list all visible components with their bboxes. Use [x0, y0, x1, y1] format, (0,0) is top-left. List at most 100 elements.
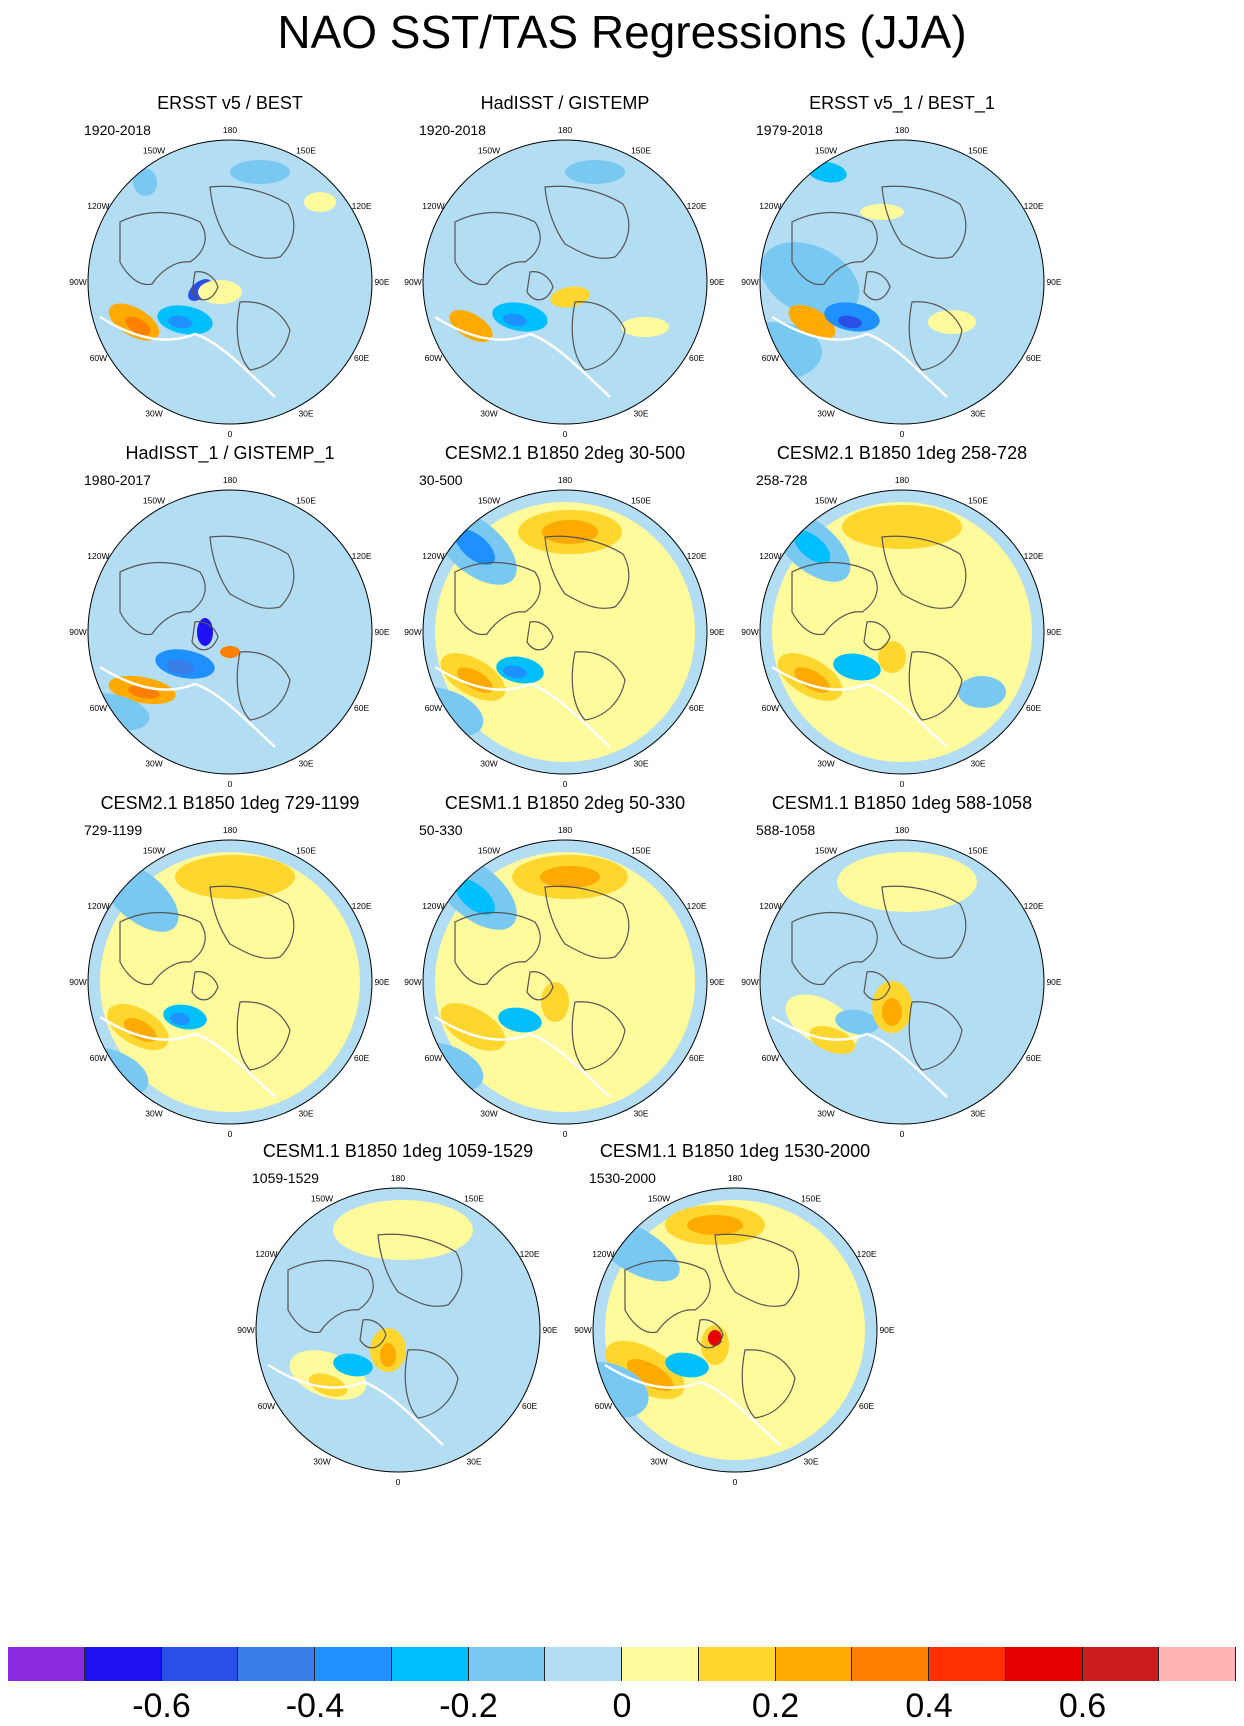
- polar-map: 180 150E 120E 90E 60E 30E 0 30W 60W 90W 120W 150W: [404, 825, 725, 1139]
- anomaly-contour: [498, 1007, 542, 1033]
- anomaly-contour: [760, 242, 860, 318]
- lon-label: 90W: [574, 1325, 591, 1335]
- lon-label: 60W: [762, 703, 779, 713]
- map-field: [88, 140, 372, 424]
- lon-label: 120E: [352, 201, 372, 211]
- coastline: [236, 651, 291, 721]
- colorbar-box: [315, 1647, 392, 1681]
- lon-label: 30W: [650, 1457, 667, 1467]
- coastline: [209, 535, 295, 609]
- anomaly-contour: [125, 316, 151, 336]
- lon-label: 0: [900, 779, 905, 789]
- map-panel-6: CESM2.1 B1850 1deg 258-728 258-728 180 15…: [732, 442, 1072, 797]
- coastline: [404, 1349, 459, 1419]
- anomaly-contour: [230, 160, 290, 184]
- coastline: [544, 885, 630, 959]
- lon-label: 150E: [631, 495, 651, 505]
- coastline: [881, 885, 967, 959]
- coastline: [454, 912, 541, 986]
- lon-label: 30W: [480, 1109, 497, 1119]
- lon-label: 60E: [689, 703, 704, 713]
- lon-label: 120E: [1024, 551, 1044, 561]
- lon-label: 30W: [145, 1109, 162, 1119]
- lon-label: 90E: [1046, 977, 1061, 987]
- anomaly-contour: [541, 982, 569, 1022]
- panel-period: 258-728: [756, 472, 808, 488]
- anomaly-contour: [626, 1358, 674, 1392]
- map-panel-4: HadISST_1 / GISTEMP_1 1980-2017 180 150E 1…: [60, 442, 400, 797]
- lon-label: 150W: [311, 1193, 333, 1203]
- colorbar-box: [84, 1647, 162, 1681]
- lon-label: 180: [895, 475, 909, 485]
- coastline-white: [99, 1015, 276, 1098]
- lon-label: 30E: [298, 1109, 313, 1119]
- coastline: [863, 621, 891, 651]
- main-title: NAO SST/TAS Regressions (JJA): [277, 6, 967, 58]
- lon-label: 150E: [464, 1193, 484, 1203]
- lon-label: 90E: [709, 277, 724, 287]
- panel-period: 588-1058: [756, 822, 816, 838]
- coastline: [881, 185, 967, 259]
- anomaly-contour: [304, 192, 336, 212]
- lon-label: 60E: [522, 1401, 537, 1411]
- polar-map: 180 150E 120E 90E 60E 30E 0 30W 60W 90W 120W 150W: [741, 475, 1062, 789]
- anomaly-contour: [455, 529, 495, 565]
- lon-label: 120W: [87, 201, 109, 211]
- anomaly-contour: [423, 242, 523, 318]
- lon-label: 150E: [631, 145, 651, 155]
- coastline: [696, 1319, 724, 1349]
- lon-label: 30W: [480, 759, 497, 769]
- panel-period: 30-500: [419, 472, 463, 488]
- polar-map: 180 150E 120E 90E 60E 30E 0 30W 60W 90W 120W 150W: [69, 475, 390, 789]
- polar-map: 180 150E 120E 90E 60E 30E 0 30W 60W 90W 120W 150W: [741, 125, 1062, 439]
- map-panel-10: CESM1.1 B1850 1deg 1059-1529 1059-1529 1…: [228, 1140, 568, 1495]
- lon-label: 0: [228, 429, 233, 439]
- lon-label: 30W: [145, 409, 162, 419]
- coastline: [908, 651, 963, 721]
- lon-label: 30E: [970, 409, 985, 419]
- colorbar-box: [238, 1647, 315, 1681]
- anomaly-contour: [132, 168, 158, 196]
- lon-label: 150E: [296, 495, 316, 505]
- coastline: [454, 562, 541, 636]
- lon-label: 150E: [968, 495, 988, 505]
- map-border: [87, 489, 373, 775]
- lon-label: 60E: [354, 353, 369, 363]
- lon-label: 60E: [354, 703, 369, 713]
- lon-label: 120W: [759, 901, 781, 911]
- lon-label: 0: [396, 1477, 401, 1487]
- lon-label: 150W: [478, 845, 500, 855]
- coastline: [191, 971, 219, 1001]
- map-border: [422, 139, 708, 425]
- lon-label: 30W: [480, 409, 497, 419]
- panel-title: CESM1.1 B1850 1deg 1059-1529: [262, 1141, 534, 1161]
- lon-label: 0: [733, 1477, 738, 1487]
- polar-map: 180 150E 120E 90E 60E 30E 0 30W 60W 90W 120W 150W: [69, 825, 390, 1139]
- coastline: [624, 1260, 711, 1334]
- anomaly-contour: [793, 530, 831, 564]
- panel-title: ERSST v5_1 / BEST_1: [809, 93, 995, 113]
- lon-label: 150W: [648, 1193, 670, 1203]
- lon-label: 90W: [69, 977, 86, 987]
- lon-label: 120W: [422, 551, 444, 561]
- coastline: [119, 912, 206, 986]
- panel-title: CESM1.1 B1850 1deg 1530-2000: [599, 1141, 871, 1161]
- lon-label: 60W: [258, 1401, 275, 1411]
- anomaly-contour: [449, 310, 493, 342]
- colorbar-box: [545, 1647, 622, 1681]
- anomaly-contour: [708, 1330, 722, 1346]
- panel-title: ERSST v5 / BEST: [157, 93, 303, 113]
- colorbar-label: 0: [612, 1687, 632, 1725]
- anomaly-contour: [872, 516, 932, 538]
- ocean-background: [760, 140, 1044, 424]
- lon-label: 90E: [374, 277, 389, 287]
- coastline-white: [771, 1015, 948, 1098]
- colorbar-label: 0.6: [1058, 1687, 1107, 1725]
- lon-label: 180: [895, 825, 909, 835]
- map-border: [87, 139, 373, 425]
- lon-label: 30W: [817, 409, 834, 419]
- lon-label: 120E: [1024, 901, 1044, 911]
- lon-label: 120E: [857, 1249, 877, 1259]
- lon-label: 90W: [741, 277, 758, 287]
- polar-map: 180 150E 120E 90E 60E 30E 0 30W 60W 90W 120W 150W: [404, 125, 725, 439]
